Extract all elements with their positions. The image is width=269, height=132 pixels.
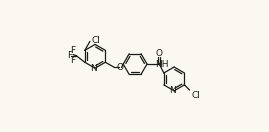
Text: F: F bbox=[71, 56, 76, 65]
Text: N: N bbox=[169, 86, 176, 95]
Text: N: N bbox=[90, 64, 97, 73]
Text: O: O bbox=[156, 49, 163, 58]
Text: O: O bbox=[117, 63, 124, 72]
Text: Cl: Cl bbox=[191, 91, 200, 100]
Text: Cl: Cl bbox=[92, 36, 101, 45]
Text: F: F bbox=[71, 46, 76, 55]
Text: NH: NH bbox=[155, 60, 168, 69]
Text: F: F bbox=[67, 51, 72, 60]
